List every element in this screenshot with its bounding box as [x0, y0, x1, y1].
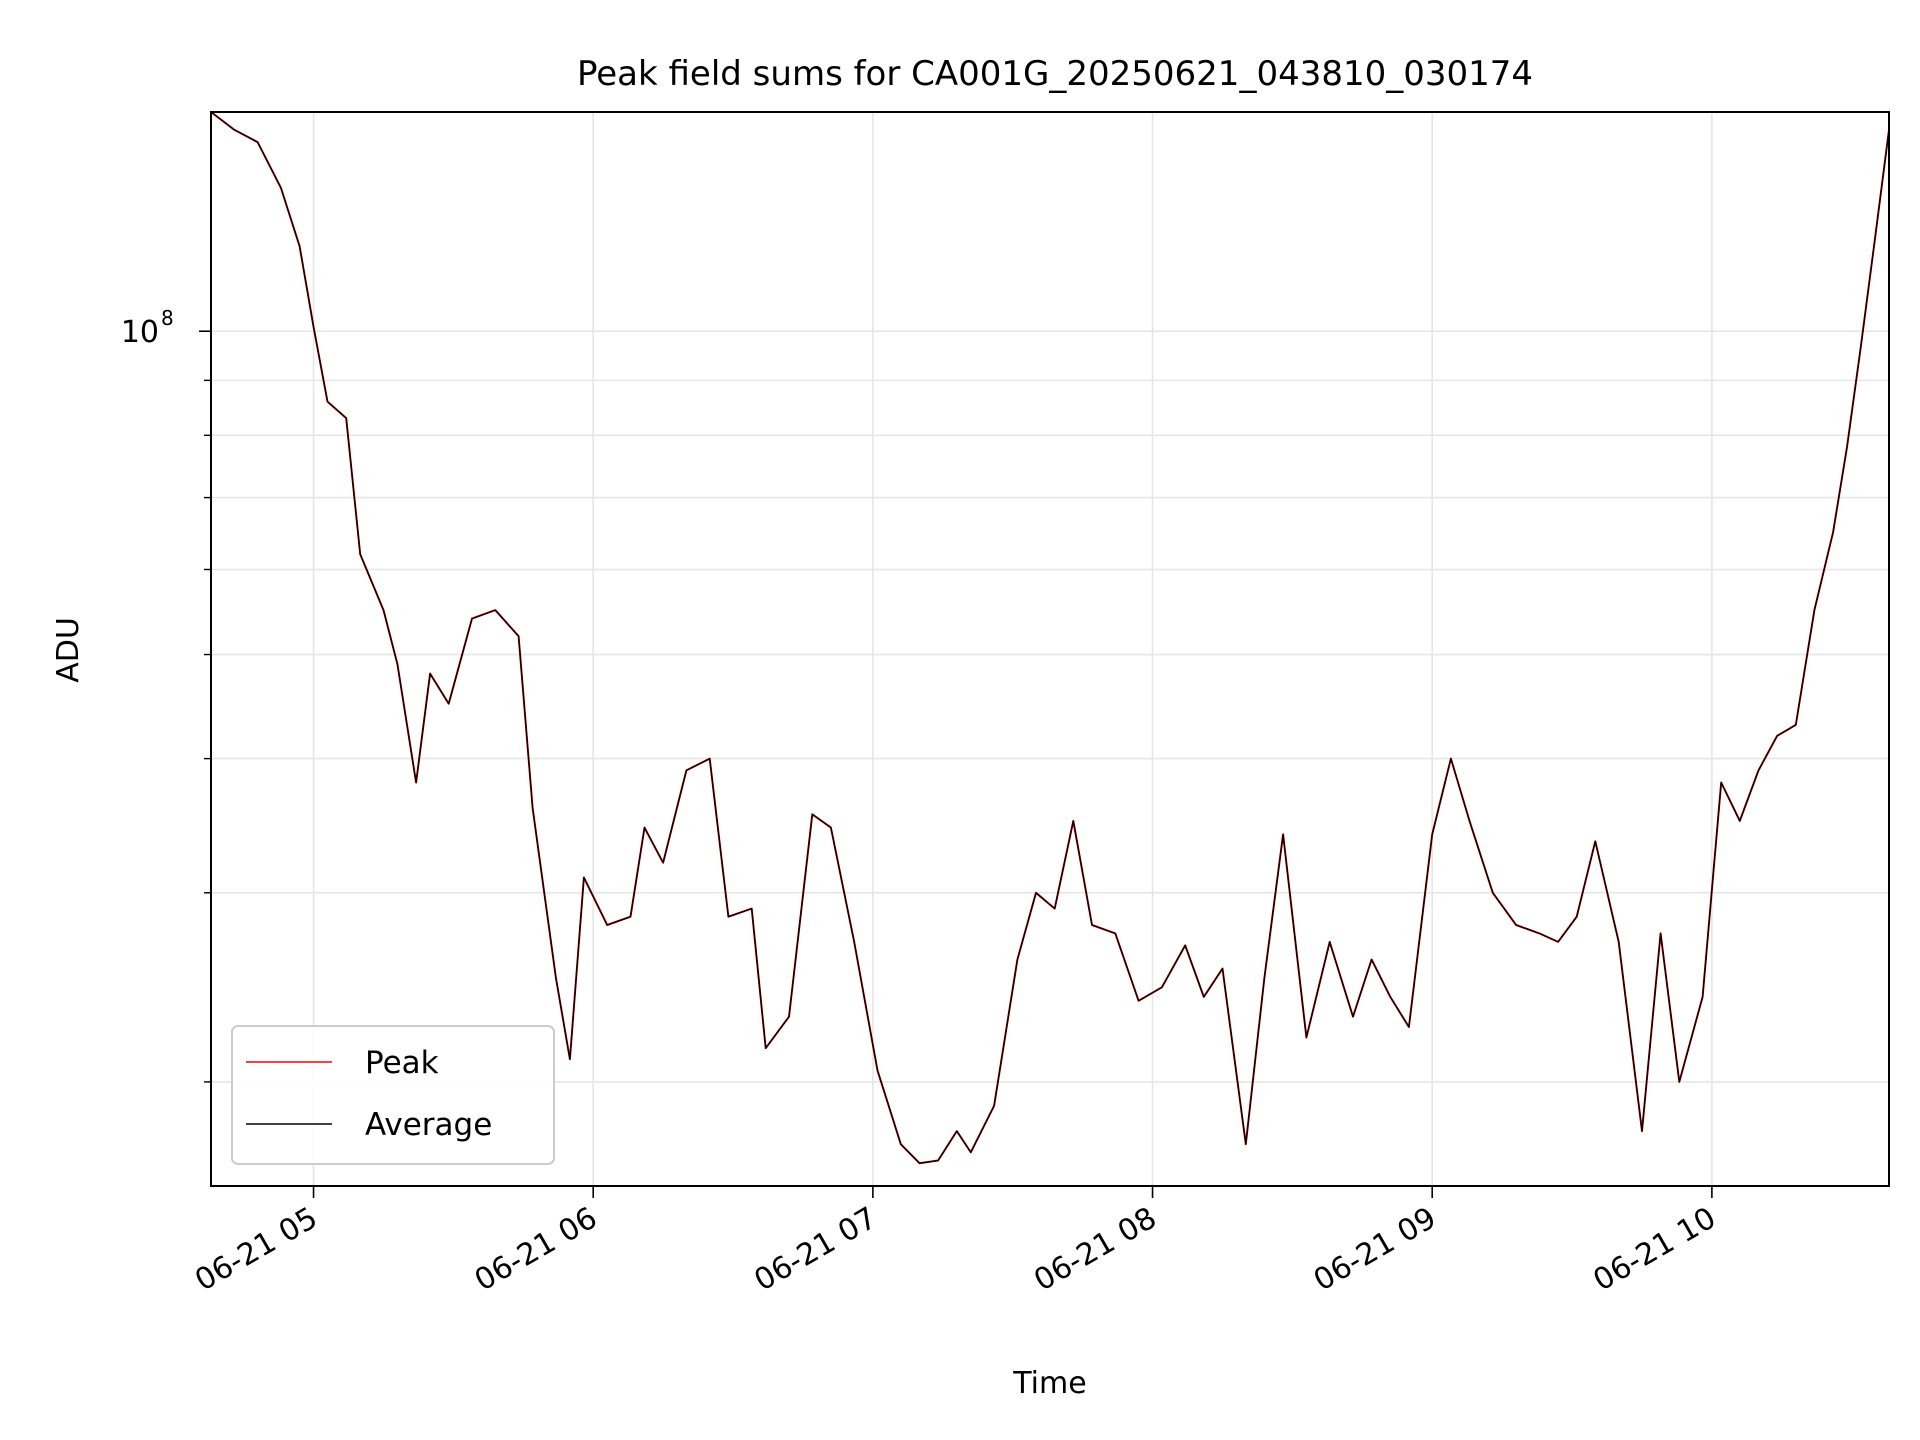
y-ticks: 10 8 [121, 306, 211, 1083]
legend-label-peak: Peak [365, 1045, 439, 1081]
legend: Peak Average [231, 1025, 555, 1165]
series-line-average [210, 111, 1890, 1164]
plot-frame [210, 111, 1890, 1187]
legend-label-average: Average [365, 1107, 492, 1143]
y-axis-label: ADU [51, 617, 86, 683]
chart-title: Peak field sums for CA001G_20250621_0438… [577, 54, 1533, 94]
y-tick-label: 10 [121, 315, 159, 350]
series-layer [210, 111, 1890, 1165]
legend-box [231, 1025, 555, 1165]
y-tick-label-exponent: 8 [161, 306, 174, 330]
grid [211, 112, 1889, 1186]
x-axis-label: Time [1012, 1366, 1086, 1401]
